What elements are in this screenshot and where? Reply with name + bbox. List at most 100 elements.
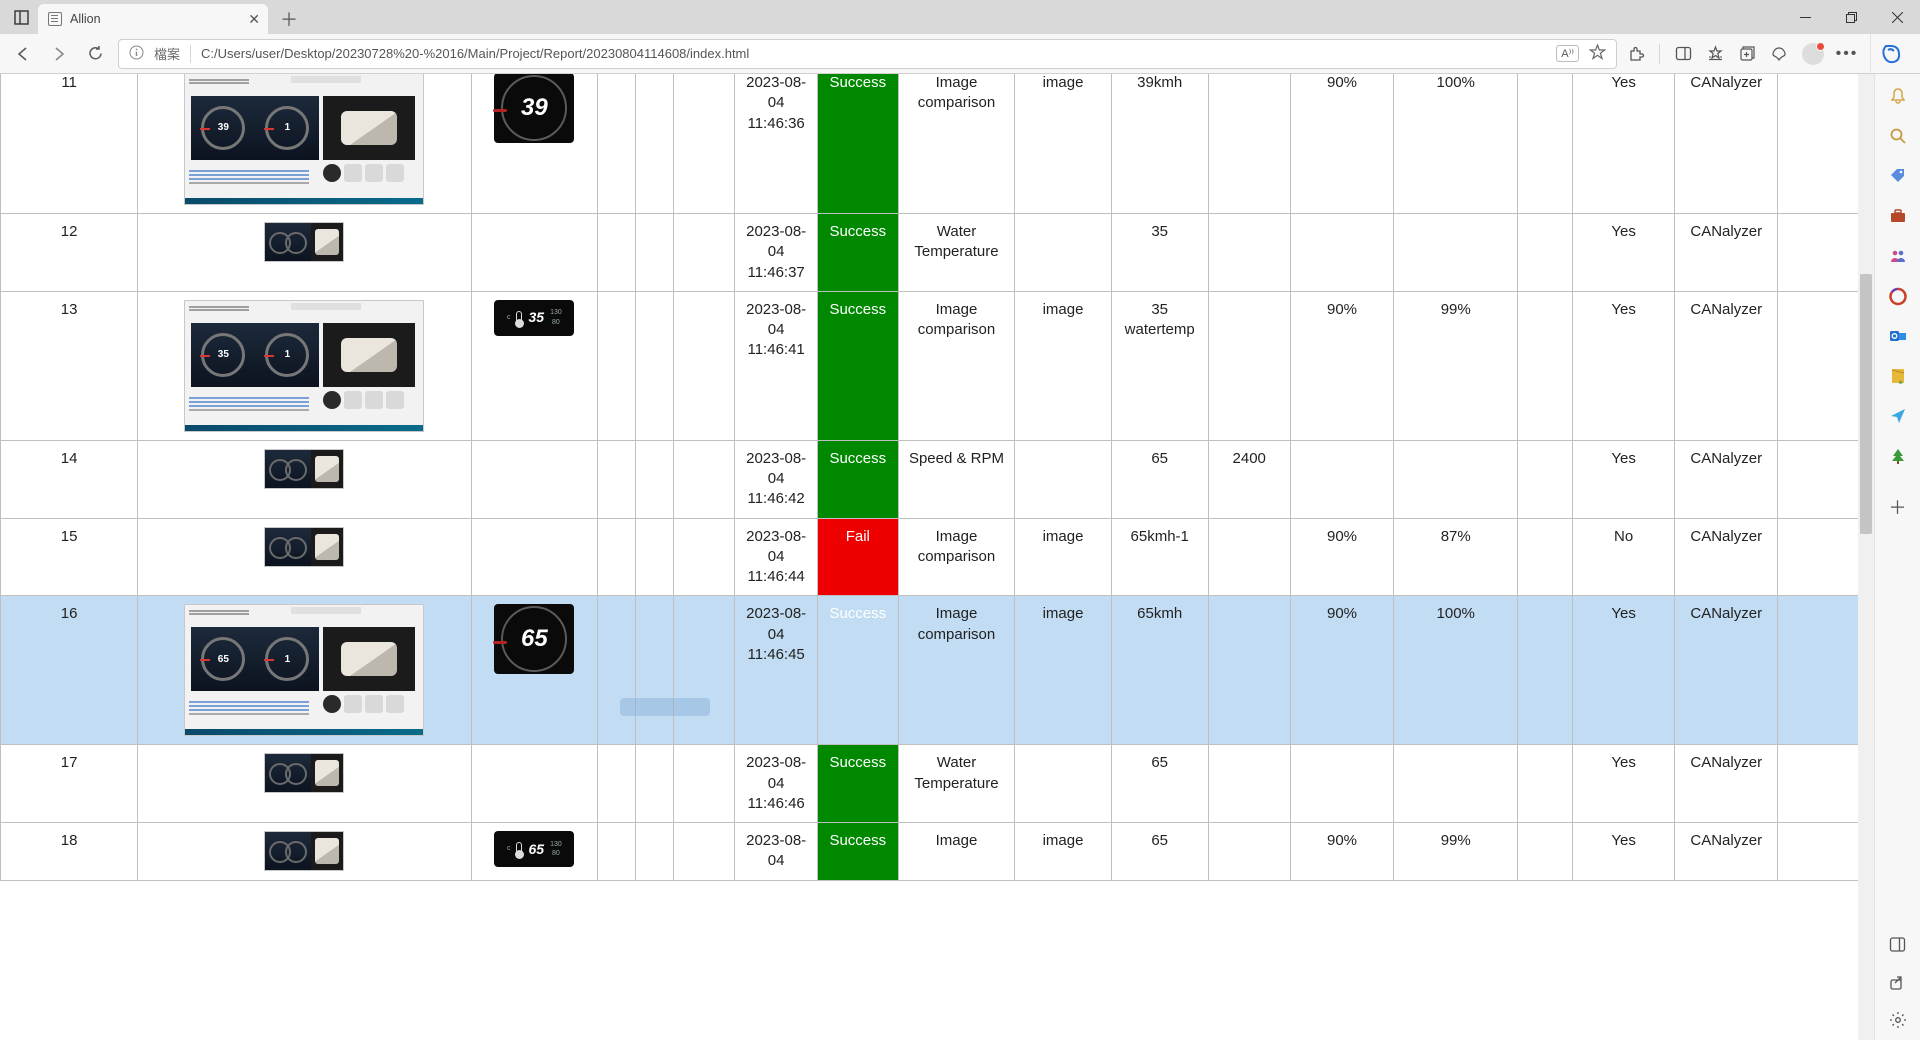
cell-value1: 39kmh [1111,74,1208,214]
cell-crop: c3513080 [471,291,598,440]
sidebar-365-icon[interactable] [1888,286,1908,306]
table-row[interactable]: 142023-08-04 11:46:42SuccessSpeed & RPM6… [1,440,1870,518]
cell-status: Fail [817,518,898,596]
maximize-button[interactable] [1828,0,1874,34]
vertical-scrollbar[interactable] [1858,74,1874,1040]
cell-empty [636,596,674,745]
cell-empty [1518,291,1573,440]
cell-param: image [1015,823,1112,881]
tab-strip: Allion ✕ ＋ [0,0,304,34]
cell-crop: 65 [471,596,598,745]
new-tab-button[interactable]: ＋ [274,4,304,34]
reload-button[interactable] [82,41,108,67]
table-row[interactable]: 122023-08-04 11:46:37SuccessWater Temper… [1,214,1870,292]
close-window-button[interactable] [1874,0,1920,34]
sidebar-share-icon[interactable] [1888,972,1908,992]
cell-screenshot [138,823,471,881]
cell-index: 15 [1,518,138,596]
cell-threshold: 90% [1290,823,1393,881]
crop-thumbnail[interactable]: 39 [494,74,574,143]
cell-empty [636,518,674,596]
minimize-button[interactable] [1782,0,1828,34]
cell-param: image [1015,518,1112,596]
table-row[interactable]: 13351c35130802023-08-04 11:46:41SuccessI… [1,291,1870,440]
cell-empty [1518,214,1573,292]
cell-value1: 65kmh [1111,596,1208,745]
screenshot-thumbnail[interactable] [264,449,344,489]
cell-timestamp: 2023-08-04 11:46:42 [735,440,817,518]
cell-threshold: 90% [1290,74,1393,214]
cell-tool: CANalyzer [1675,596,1778,745]
cell-value2 [1208,74,1290,214]
cell-value1: 65 [1111,823,1208,881]
more-menu-icon[interactable]: ••• [1838,45,1856,63]
cell-screenshot [138,745,471,823]
cell-threshold: 90% [1290,518,1393,596]
cell-screenshot [138,440,471,518]
crop-thumbnail[interactable]: c3513080 [494,300,574,336]
screenshot-thumbnail[interactable] [264,527,344,567]
cell-empty [598,214,636,292]
screenshot-thumbnail[interactable] [264,222,344,262]
screenshot-thumbnail[interactable]: 651 [184,604,424,736]
table-row[interactable]: 18c65130802023-08-04SuccessImageimage659… [1,823,1870,881]
cell-empty [674,291,735,440]
cell-empty [1778,596,1870,745]
sidebar-add-button[interactable]: ＋ [1889,494,1907,520]
tab-title: Allion [70,12,240,26]
sidebar-people-icon[interactable] [1888,246,1908,266]
cell-empty [598,596,636,745]
favorite-star-icon[interactable] [1589,44,1606,64]
tab-close-icon[interactable]: ✕ [248,11,260,28]
cell-pass: Yes [1573,291,1675,440]
sidebar-outlook-icon[interactable] [1888,326,1908,346]
cell-tool: CANalyzer [1675,745,1778,823]
back-button[interactable] [10,41,36,67]
sidebar-note-icon[interactable] [1888,366,1908,386]
cell-value2 [1208,291,1290,440]
cell-pass: Yes [1573,214,1675,292]
browser-tab[interactable]: Allion ✕ [38,4,268,34]
cell-pass: Yes [1573,440,1675,518]
sidebar-search-icon[interactable] [1888,126,1908,146]
table-row[interactable]: 11391392023-08-04 11:46:36SuccessImage c… [1,74,1870,214]
cell-tool: CANalyzer [1675,518,1778,596]
table-row[interactable]: 172023-08-04 11:46:46SuccessWater Temper… [1,745,1870,823]
url-box[interactable]: 檔案 C:/Users/user/Desktop/20230728%20-%20… [118,39,1617,69]
extensions-icon[interactable] [1627,45,1645,63]
sidebar-layout-icon[interactable] [1888,934,1908,954]
cell-value1: 35 [1111,214,1208,292]
crop-thumbnail[interactable]: 65 [494,604,574,674]
performance-icon[interactable] [1770,45,1788,63]
cell-result [1394,440,1518,518]
sidebar-send-icon[interactable] [1888,406,1908,426]
cell-empty [674,518,735,596]
site-info-icon[interactable] [129,45,144,63]
sidebar-settings-icon[interactable] [1888,1010,1908,1030]
sidebar-bell-icon[interactable] [1888,86,1908,106]
cell-value2: 2400 [1208,440,1290,518]
sidebar-briefcase-icon[interactable] [1888,206,1908,226]
screenshot-thumbnail[interactable] [264,753,344,793]
screenshot-thumbnail[interactable] [264,831,344,871]
table-row[interactable]: 16651652023-08-04 11:46:45SuccessImage c… [1,596,1870,745]
cell-status: Success [817,214,898,292]
crop-thumbnail[interactable]: c6513080 [494,831,574,867]
copilot-button[interactable] [1870,34,1910,74]
screenshot-thumbnail[interactable]: 351 [184,300,424,432]
collections-icon[interactable] [1738,45,1756,63]
read-aloud-icon[interactable]: A⁾⁾ [1556,45,1579,62]
favorites-icon[interactable] [1706,45,1724,63]
table-row[interactable]: 152023-08-04 11:46:44FailImage compariso… [1,518,1870,596]
sidebar-tree-icon[interactable] [1888,446,1908,466]
cell-empty [636,74,674,214]
sidepanel-icon[interactable] [1674,45,1692,63]
sidebar-tag-icon[interactable] [1888,166,1908,186]
tab-actions-icon[interactable] [4,0,38,34]
cell-empty [674,74,735,214]
screenshot-thumbnail[interactable]: 391 [184,74,424,205]
scrollbar-thumb[interactable] [1860,274,1872,534]
cell-empty [674,823,735,881]
cell-action: Image comparison [898,291,1014,440]
profile-avatar[interactable] [1802,43,1824,65]
